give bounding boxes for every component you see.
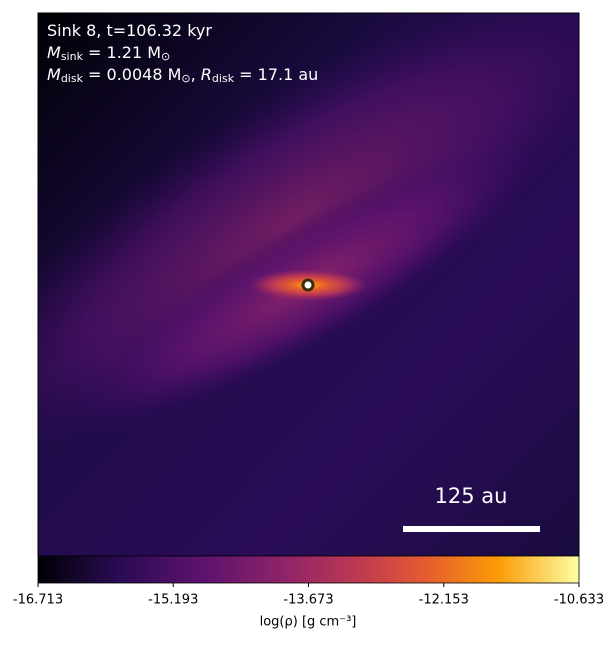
- colorbar-tick-label: -15.193: [148, 593, 198, 608]
- colorbar-tick-label: -10.633: [554, 593, 604, 608]
- annotation-part: = 0.0048 M: [83, 65, 181, 84]
- colorbar-tick-label: -13.673: [283, 593, 333, 608]
- annotation-part: M: [47, 43, 61, 62]
- annotation-part: R: [201, 65, 212, 84]
- sink: [301, 278, 315, 292]
- annotation-part: disk: [212, 72, 235, 85]
- annotation-part: M: [47, 65, 61, 84]
- annotation-part: Sink 8, t=106.32 kyr: [47, 21, 212, 40]
- annotation-part: ⊙: [161, 50, 170, 63]
- scale-bar-label: 125 au: [435, 484, 508, 508]
- colorbar-label: log(ρ) [g cm⁻³]: [260, 615, 357, 630]
- density-map: [38, 13, 579, 556]
- annotation-part: ⊙: [181, 72, 190, 85]
- annotation-part: sink: [61, 50, 84, 63]
- annotation-line: Msink = 1.21 M⊙: [47, 43, 170, 64]
- annotation-line: Sink 8, t=106.32 kyr: [47, 21, 212, 40]
- annotation-part: ,: [191, 65, 201, 84]
- colorbar-tick-label: -12.153: [419, 593, 469, 608]
- annotation-part: = 1.21 M: [83, 43, 161, 62]
- annotation-line: Mdisk = 0.0048 M⊙, Rdisk = 17.1 au: [47, 65, 318, 86]
- annotation-part: disk: [61, 72, 84, 85]
- colorbar: [37, 555, 580, 584]
- colorbar-tick-label: -16.713: [13, 593, 63, 608]
- annotation-part: = 17.1 au: [234, 65, 318, 84]
